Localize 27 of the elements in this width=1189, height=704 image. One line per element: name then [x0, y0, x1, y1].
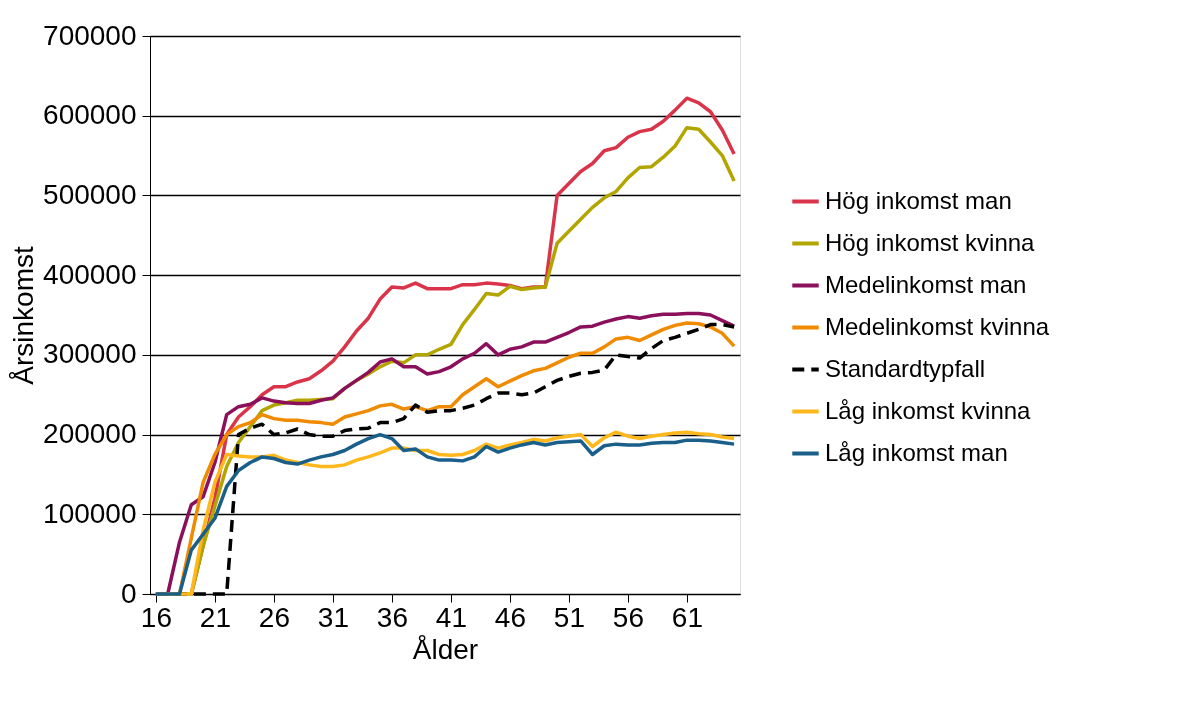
y-tick-label: 0: [120, 577, 137, 609]
x-tick-label: 56: [612, 601, 644, 633]
x-tick-label: 36: [376, 601, 408, 633]
legend-label: Medelinkomst man: [825, 270, 1027, 298]
y-tick-label: 400000: [43, 258, 137, 290]
y-axis-title: Årsinkomst: [8, 246, 40, 385]
legend-label: Låg inkomst man: [825, 438, 1008, 466]
x-axis-title: Ålder: [412, 633, 479, 665]
y-tick-label: 700000: [43, 19, 137, 51]
y-tick-label: 200000: [43, 418, 137, 450]
legend-label: Medelinkomst kvinna: [825, 312, 1050, 340]
legend-label: Låg inkomst kvinna: [825, 396, 1032, 424]
y-tick-label: 300000: [43, 338, 137, 370]
x-tick-label: 51: [553, 601, 585, 633]
x-tick-label: 41: [435, 601, 467, 633]
y-tick-label: 100000: [43, 497, 137, 529]
legend-label: Standardtypfall: [825, 354, 986, 382]
x-tick-label: 21: [199, 601, 231, 633]
x-tick-label: 46: [494, 601, 526, 633]
x-tick-label: 31: [317, 601, 349, 633]
legend-label: Hög inkomst kvinna: [825, 228, 1036, 256]
x-tick-label: 61: [671, 601, 703, 633]
y-tick-label: 500000: [43, 178, 137, 210]
x-tick-label: 26: [258, 601, 290, 633]
x-tick-label: 16: [140, 601, 172, 633]
legend-label: Hög inkomst man: [825, 186, 1012, 214]
y-tick-label: 600000: [43, 99, 137, 131]
